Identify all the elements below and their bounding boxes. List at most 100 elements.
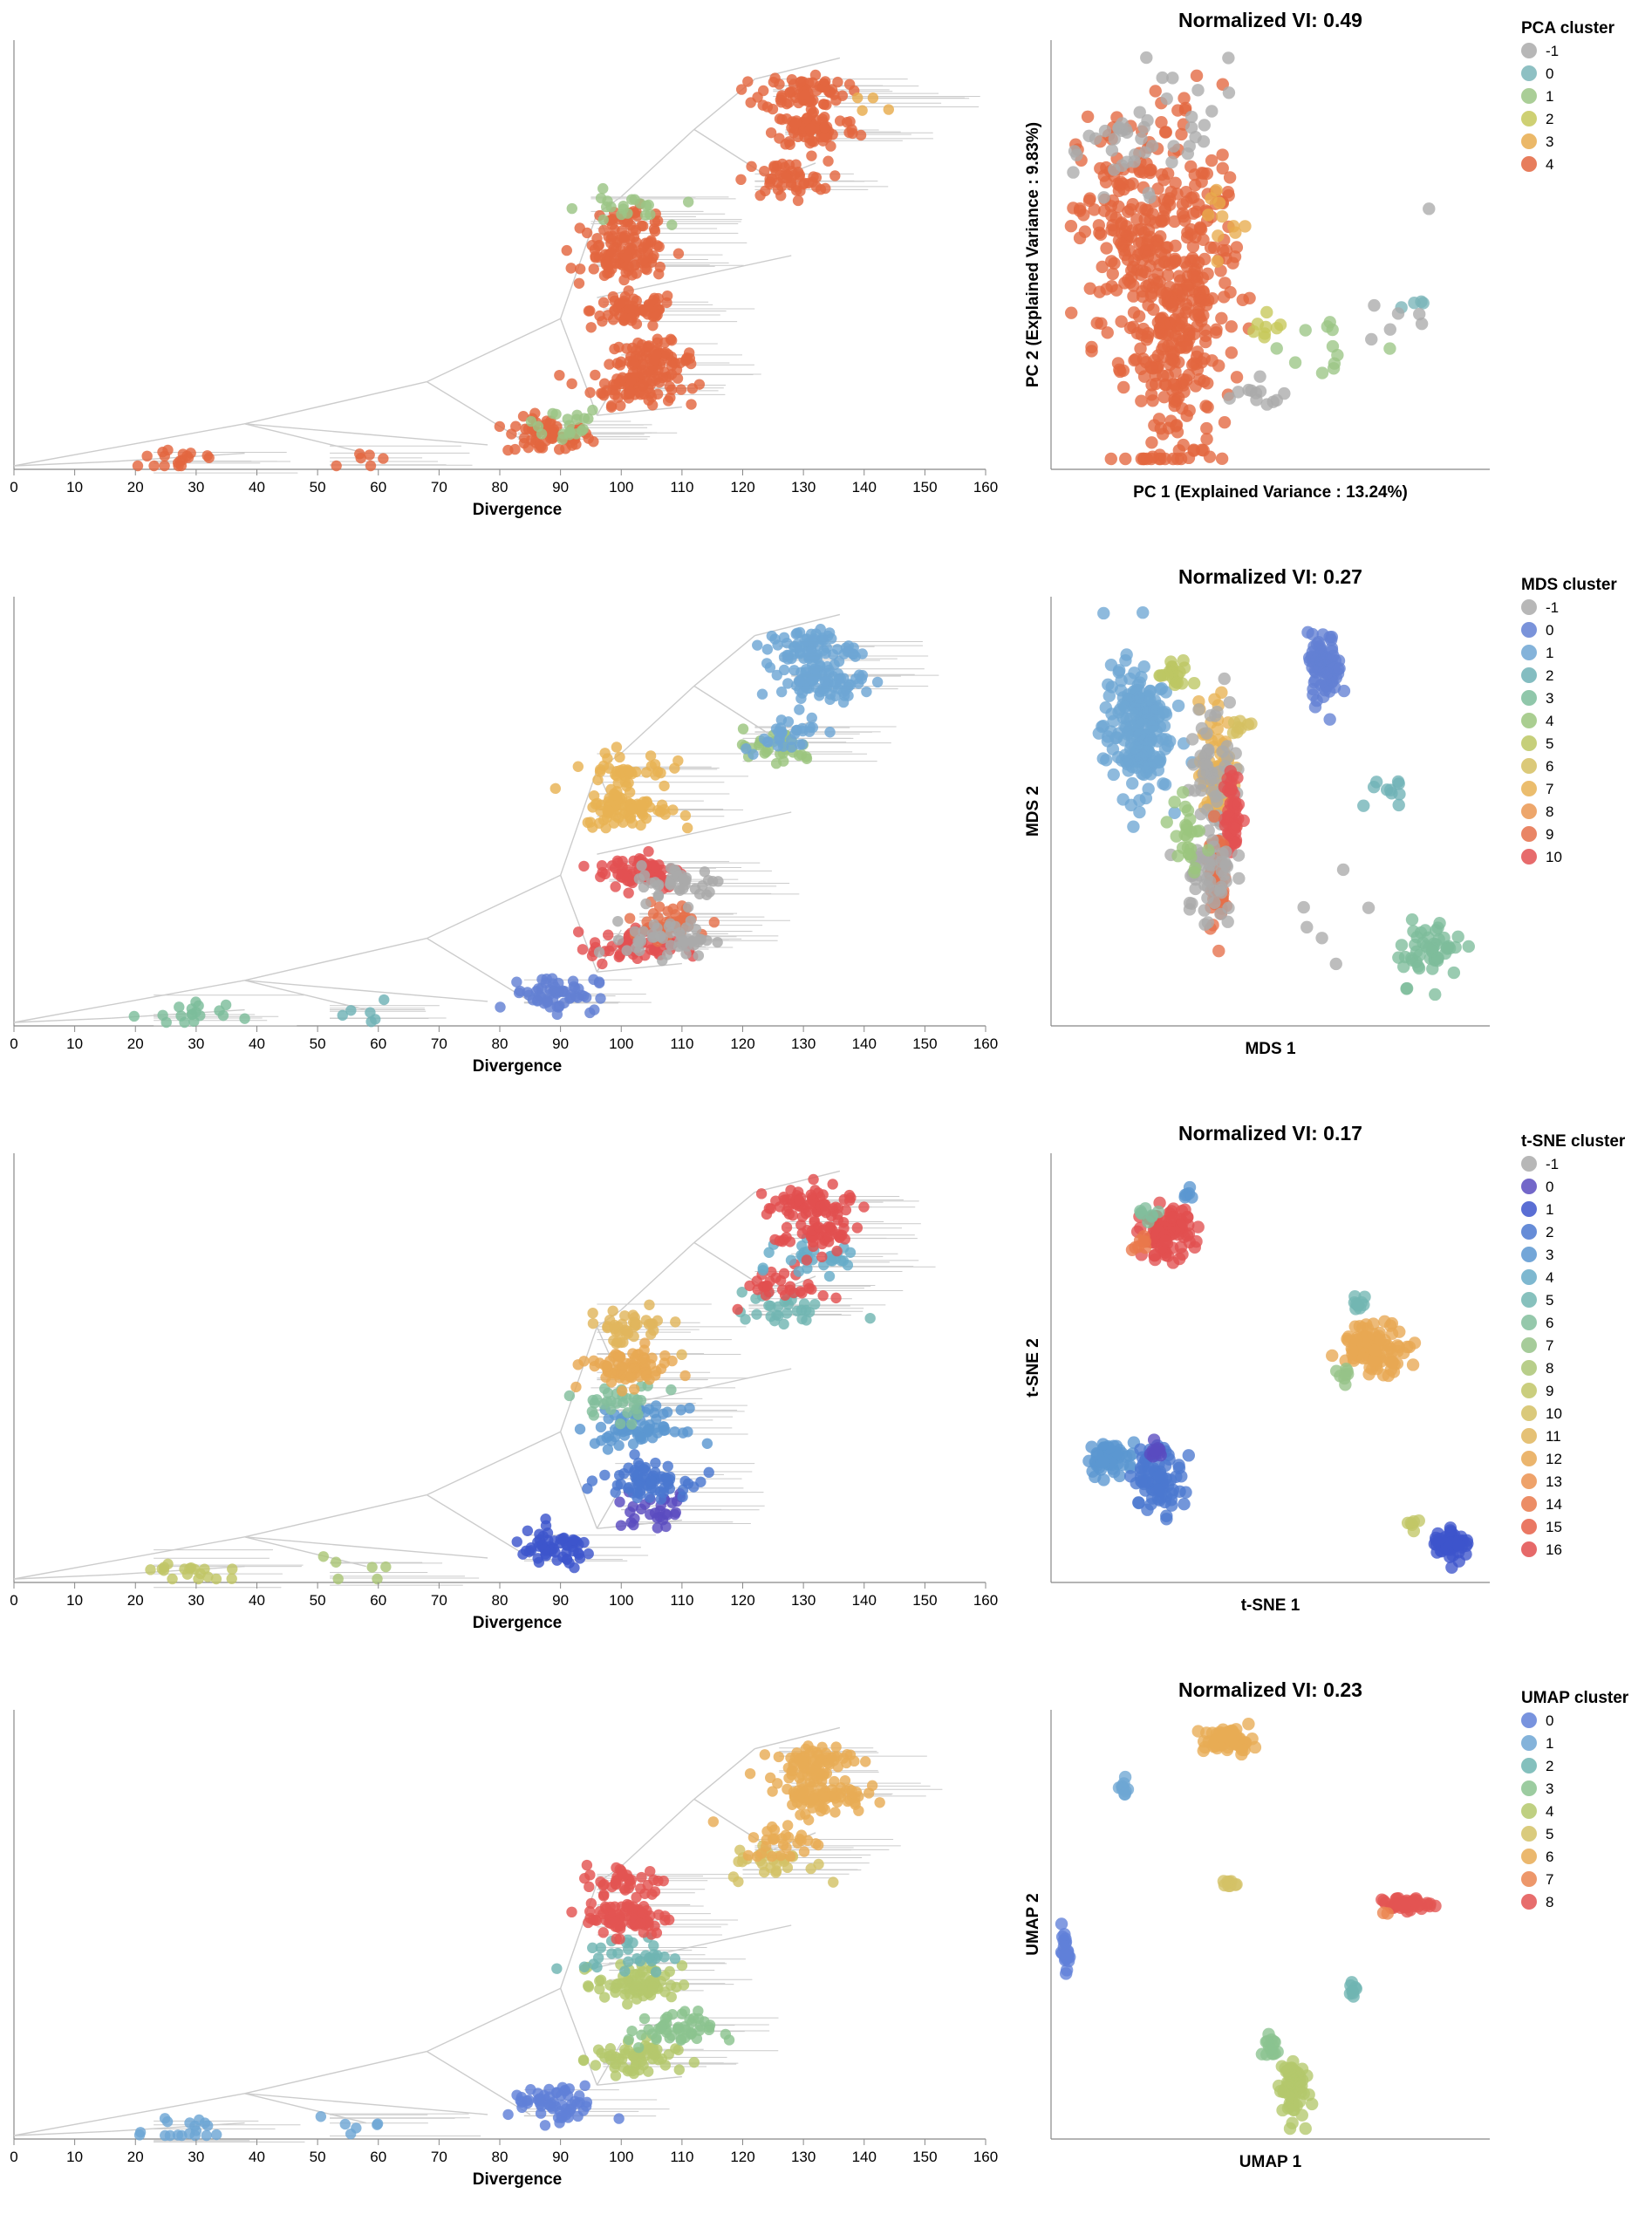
embedding-point [1166,72,1178,84]
embedding-point [1402,1517,1414,1529]
tree-point [799,1846,809,1856]
tree-point [686,2027,696,2038]
embedding-point [1419,924,1431,936]
tree-point [824,1231,835,1241]
embedding-point [1328,362,1340,374]
x-tick-label: 20 [127,479,144,495]
embedding-point [1407,1358,1419,1370]
x-tick-label: 70 [431,1592,447,1609]
tree-point [590,370,600,380]
tree-point [622,1326,632,1336]
tree-point [656,2021,666,2032]
embedding-point [1162,269,1174,281]
legend-swatch [1521,1201,1537,1217]
embedding-point [1119,453,1131,465]
embedding-point [1407,925,1419,937]
tree-point [852,1222,863,1233]
x-tick-label: 150 [912,1035,937,1052]
tree-branch [245,2052,427,2094]
tree-point [535,1534,545,1545]
tree-point [700,866,710,877]
tree-point [612,916,623,926]
tree-point [556,2090,566,2101]
legend-label: 13 [1546,1473,1562,1490]
tree-point [650,226,660,236]
tree-point [814,690,824,701]
tree-point [685,353,695,364]
tree-x-axis-title: Divergence [473,1057,562,1076]
tree-branch [245,424,366,454]
tree-point [610,1878,620,1889]
legend-label: 7 [1546,1337,1553,1354]
tree-point [619,230,630,241]
tree-point [805,124,816,134]
embedding-point [1135,222,1147,235]
embedding-point [1208,810,1220,823]
embedding-point [1365,333,1377,345]
tree-point [636,1395,646,1405]
tree-point [189,2130,200,2141]
tree-point [800,89,810,99]
tree-point [638,255,648,265]
tree-point [625,1371,635,1382]
tree-point [705,2020,715,2030]
embedding-point [1212,945,1225,957]
embedding-point [1330,958,1342,970]
embedding-point [1219,875,1232,887]
tree-point [618,1398,628,1408]
x-tick-label: 40 [249,479,265,495]
x-tick-label: 150 [912,1592,937,1609]
tree-point [372,1574,382,1584]
x-tick-label: 90 [552,1035,569,1052]
tree-point [648,1940,659,1951]
tree-point [768,162,779,173]
x-tick-label: 0 [10,2149,17,2165]
tree-point [148,461,159,471]
embedding-point [1149,1254,1161,1266]
legend-swatch [1521,1519,1537,1534]
embedding-point [1165,156,1178,168]
x-tick-label: 130 [791,479,816,495]
embedding-x-axis-title: PC 1 (Explained Variance : 13.24%) [1133,483,1408,502]
embedding-point [1091,317,1103,329]
embedding-point [1152,349,1164,361]
tree-point [594,978,604,988]
embedding-point [1165,1499,1178,1511]
embedding-point [1278,387,1290,400]
tree-point [174,1001,184,1012]
tree-point [824,727,835,737]
legend-swatch [1521,803,1537,819]
tree-point [806,1189,816,1199]
tree-point [775,733,785,743]
tree-point [540,2120,550,2130]
tree-point [644,340,654,351]
legend-swatch [1521,111,1537,126]
embedding-point [1327,324,1339,336]
tree-point [666,1384,676,1395]
tree-branch [427,1432,560,1494]
tree-point [628,1902,638,1912]
tree-point [615,1418,625,1429]
tree-point [550,982,560,993]
tree-point [701,935,712,946]
tree-point [826,633,836,644]
embedding-point [1157,174,1170,186]
tree-point [567,203,577,214]
embedding-point [1332,663,1344,675]
x-tick-label: 10 [66,1035,83,1052]
tree-point [874,1797,884,1808]
tree-point [647,253,658,263]
tree-point [852,92,863,103]
embedding-point [1370,776,1382,788]
embedding-point [1219,673,1231,685]
embedding-point [1223,86,1235,99]
tree-point [768,104,778,114]
tree-branch [245,1495,427,1537]
embedding-point [1196,722,1208,735]
tree-point [694,379,705,389]
embedding-point [1200,422,1212,434]
tree-point [619,1965,630,1976]
